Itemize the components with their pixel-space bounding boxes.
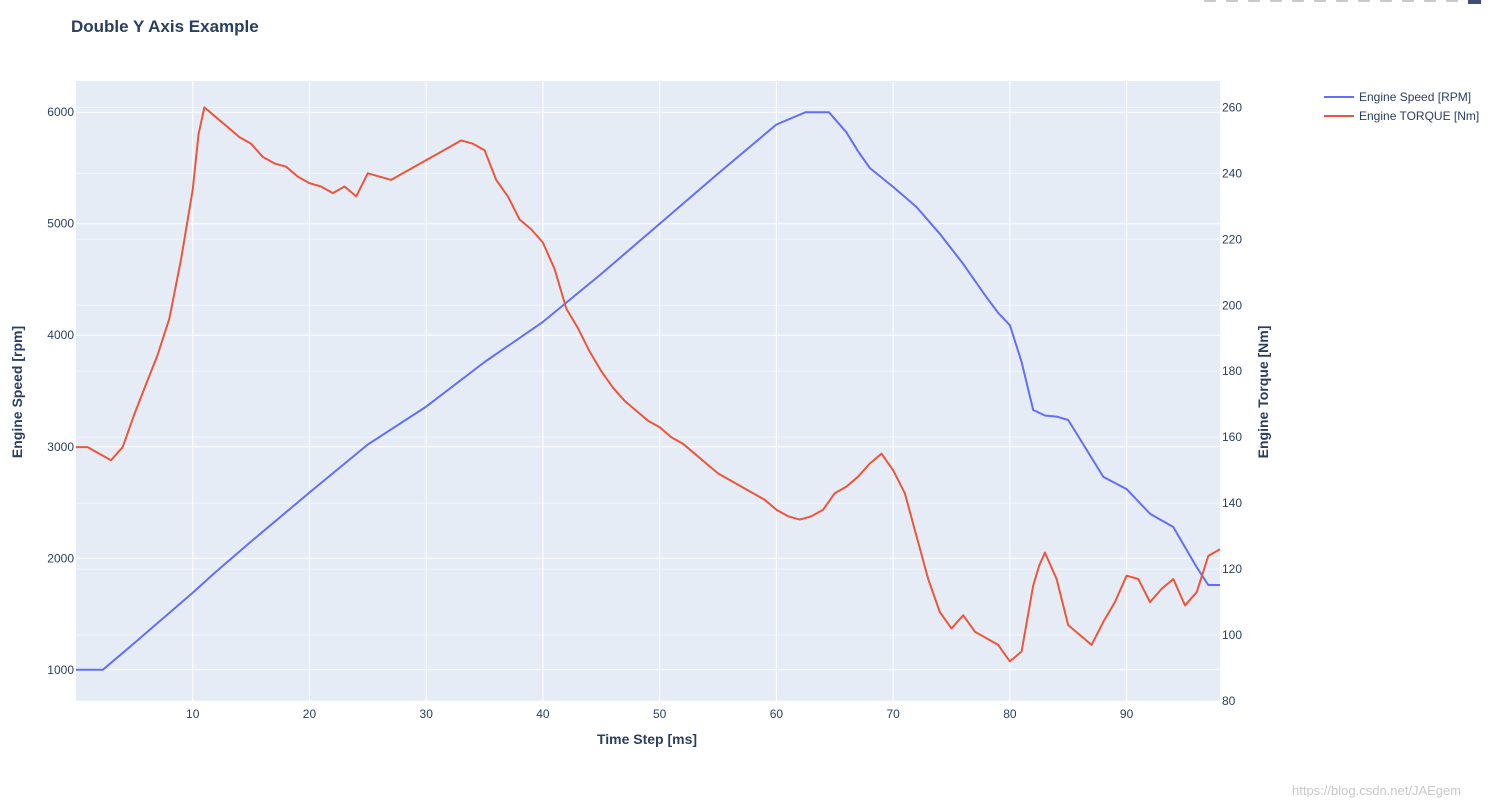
- y-tick-label: 2000: [47, 551, 74, 565]
- grid-lines: [76, 81, 1220, 702]
- zoom-out-icon-shape: [1336, 0, 1348, 2]
- y2-tick-label: 100: [1222, 628, 1242, 642]
- legend[interactable]: Engine Speed [RPM] Engine TORQUE [Nm]: [1324, 90, 1479, 123]
- y2-axis-ticks: 80 100 120 140 160 180 200 220 240 260: [1222, 100, 1242, 708]
- y2-tick-label: 120: [1222, 562, 1242, 576]
- spike-lines-icon[interactable]: [1402, 0, 1414, 2]
- chart-title: Double Y Axis Example: [71, 17, 259, 36]
- series-line-engine-speed: [76, 111, 1220, 671]
- y2-tick-label: 240: [1222, 166, 1242, 180]
- spike-lines-icon-shape: [1402, 0, 1414, 2]
- plotly-logo-icon[interactable]: [1468, 0, 1481, 4]
- box-select-icon-shape: [1270, 0, 1282, 2]
- legend-item[interactable]: Engine Speed [RPM]: [1324, 90, 1471, 104]
- y2-tick-label: 160: [1222, 430, 1242, 444]
- y2-tick-label: 80: [1222, 694, 1236, 708]
- plotly-logo-icon-shape: [1468, 0, 1481, 4]
- x-tick-label: 80: [1003, 707, 1017, 721]
- y-tick-label: 6000: [47, 105, 74, 119]
- zoom-in-icon[interactable]: [1314, 0, 1326, 2]
- x-tick-label: 60: [770, 707, 784, 721]
- plot-area: [76, 81, 1220, 701]
- reset-axes-icon[interactable]: [1380, 0, 1392, 2]
- x-tick-label: 50: [653, 707, 667, 721]
- y2-axis-title: Engine Torque [Nm]: [1255, 326, 1271, 459]
- hover-compare-icon[interactable]: [1446, 0, 1458, 2]
- x-tick-label: 10: [186, 707, 200, 721]
- camera-icon-shape: [1204, 0, 1216, 2]
- y2-tick-label: 180: [1222, 364, 1242, 378]
- hover-compare-icon-shape: [1446, 0, 1458, 2]
- zoom-icon[interactable]: [1226, 0, 1238, 2]
- y2-tick-label: 140: [1222, 496, 1242, 510]
- lasso-icon-shape: [1292, 0, 1304, 2]
- lasso-icon[interactable]: [1292, 0, 1304, 2]
- x-tick-label: 70: [886, 707, 900, 721]
- legend-label: Engine TORQUE [Nm]: [1359, 109, 1479, 123]
- zoom-in-icon-shape: [1314, 0, 1326, 2]
- legend-label: Engine Speed [RPM]: [1359, 90, 1471, 104]
- hover-closest-icon[interactable]: [1424, 0, 1436, 2]
- series-layer: [76, 106, 1221, 671]
- pan-icon-shape: [1248, 0, 1260, 2]
- legend-item[interactable]: Engine TORQUE [Nm]: [1324, 109, 1479, 123]
- y-tick-label: 5000: [47, 217, 74, 231]
- box-select-icon[interactable]: [1270, 0, 1282, 2]
- y2-tick-label: 260: [1222, 100, 1242, 114]
- x-tick-label: 40: [536, 707, 550, 721]
- x-axis-title: Time Step [ms]: [597, 731, 697, 747]
- zoom-out-icon[interactable]: [1336, 0, 1348, 2]
- y-tick-label: 4000: [47, 328, 74, 342]
- x-tick-label: 30: [420, 707, 434, 721]
- autoscale-icon[interactable]: [1358, 0, 1370, 2]
- reset-axes-icon-shape: [1380, 0, 1392, 2]
- x-axis-ticks: 10 20 30 40 50 60 70 80 90: [186, 707, 1134, 721]
- pan-icon[interactable]: [1248, 0, 1260, 2]
- y-axis-ticks: 1000 2000 3000 4000 5000 6000: [47, 105, 74, 677]
- autoscale-icon-shape: [1358, 0, 1370, 2]
- y-axis-title: Engine Speed [rpm]: [9, 326, 25, 458]
- hover-closest-icon-shape: [1424, 0, 1436, 2]
- y2-tick-label: 200: [1222, 298, 1242, 312]
- y-tick-label: 1000: [47, 663, 74, 677]
- camera-icon[interactable]: [1204, 0, 1216, 2]
- x-tick-label: 90: [1120, 707, 1134, 721]
- y-tick-label: 3000: [47, 440, 74, 454]
- y2-tick-label: 220: [1222, 232, 1242, 246]
- x-tick-label: 20: [303, 707, 317, 721]
- modebar-toolbar[interactable]: [1204, 0, 1481, 4]
- zoom-icon-shape: [1226, 0, 1238, 2]
- watermark-text: https://blog.csdn.net/JAEgem: [1292, 783, 1461, 798]
- series-line-engine-torque: [76, 106, 1221, 663]
